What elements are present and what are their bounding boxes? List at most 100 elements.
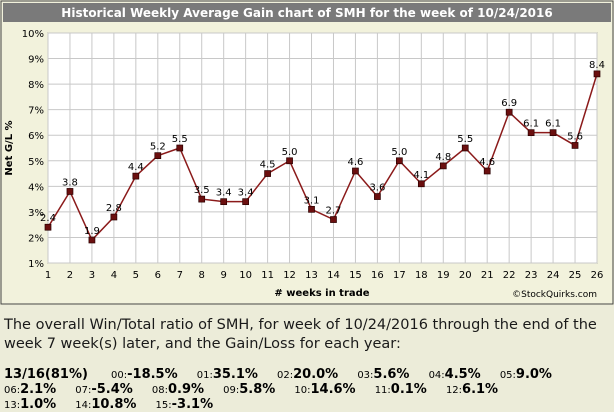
data-label: 5.0: [282, 147, 298, 158]
year-stat: 01:35.1%: [196, 367, 258, 382]
plot-area: [47, 32, 598, 264]
x-tick-label: 13: [305, 270, 318, 281]
data-label: 5.5: [172, 134, 188, 145]
data-label: 6.1: [545, 119, 561, 130]
data-point: [220, 198, 228, 206]
year-stat: 11:0.1%: [374, 382, 427, 397]
x-tick-label: 8: [199, 270, 205, 281]
stats-row-3: 13:1.0% 14:10.8% 15:-3.1%: [4, 393, 612, 412]
year-stat: 02:20.0%: [277, 367, 339, 382]
data-label: 3.5: [194, 185, 210, 196]
watermark: ©StockQuirks.com: [512, 290, 597, 300]
x-tick-label: 7: [177, 270, 183, 281]
x-tick-label: 14: [327, 270, 340, 281]
data-label: 3.6: [369, 183, 385, 194]
data-point: [374, 193, 381, 200]
x-tick-label: 24: [547, 270, 560, 281]
y-tick-label: 9%: [28, 55, 44, 66]
year-stat: 10:14.6%: [294, 382, 356, 397]
data-label: 6.1: [523, 119, 539, 130]
data-point: [286, 157, 293, 165]
x-tick-label: 21: [481, 270, 494, 281]
data-label: 5.2: [150, 142, 166, 153]
chart-title: Historical Weekly Average Gain chart of …: [61, 6, 552, 20]
data-point: [527, 129, 535, 137]
y-tick-label: 10%: [22, 29, 44, 40]
data-label: 2.8: [106, 203, 122, 214]
year-stat: 12:6.1%: [445, 382, 499, 397]
overall-ratio: 13/16(81%): [4, 367, 88, 382]
data-point: [571, 142, 579, 149]
y-axis-label: Net G/L %: [4, 120, 15, 175]
yearly-stats: 13/16(81%) 00:-18.5% 01:35.1% 02:20.0% 0…: [4, 363, 612, 412]
summary-text: The overall Win/Total ratio of SMH, for …: [4, 317, 597, 352]
x-tick-label: 10: [239, 270, 252, 281]
year-stat: 05:9.0%: [499, 367, 552, 382]
year-stat: 09:5.8%: [223, 382, 276, 397]
data-point: [308, 205, 315, 213]
x-tick-label: 17: [393, 270, 406, 281]
data-point: [549, 129, 557, 137]
data-label: 4.5: [260, 160, 276, 171]
data-label: 4.1: [413, 170, 429, 181]
data-point: [461, 144, 469, 152]
data-label: 4.6: [347, 157, 363, 168]
data-point: [505, 108, 513, 116]
title-bar: [3, 3, 611, 22]
data-point: [330, 216, 337, 223]
y-tick-label: 3%: [28, 208, 44, 219]
stats-row-1: 13/16(81%) 00:-18.5% 01:35.1% 02:20.0% 0…: [4, 363, 612, 382]
x-tick-label: 15: [349, 270, 362, 281]
y-tick-label: 2%: [28, 233, 44, 244]
year-stat: 07:-5.4%: [75, 382, 133, 397]
data-label: 8.4: [589, 60, 605, 71]
x-tick-label: 3: [89, 270, 95, 281]
data-label: 5.0: [391, 147, 407, 158]
data-label: 2.7: [326, 206, 342, 217]
x-tick-label: 22: [503, 270, 516, 281]
x-tick-label: 12: [283, 270, 296, 281]
year-stat: 08:0.9%: [151, 382, 205, 397]
data-label: 4.6: [479, 157, 495, 168]
x-axis-label: # weeks in trade: [274, 288, 369, 299]
series-line: [47, 73, 598, 242]
data-point: [132, 172, 140, 180]
x-tick-label: 11: [261, 270, 274, 281]
y-tick-label: 8%: [28, 80, 44, 91]
year-stat: 00:-18.5%: [111, 367, 178, 382]
data-point: [88, 236, 96, 244]
data-point: [176, 144, 184, 152]
data-label: 5.6: [567, 131, 583, 142]
x-tick-label: 20: [459, 270, 472, 281]
y-tick-label: 4%: [28, 182, 44, 193]
data-point: [264, 170, 271, 177]
year-stat: 13:1.0%: [4, 397, 57, 412]
y-tick-label: 7%: [28, 106, 44, 117]
year-stat: 03:5.6%: [357, 367, 410, 382]
y-tick-label: 6%: [28, 131, 44, 142]
data-point: [242, 198, 249, 206]
data-label: 2.4: [40, 213, 56, 224]
data-label: 3.1: [304, 195, 320, 206]
data-point: [439, 162, 447, 170]
data-point: [593, 70, 601, 78]
y-tick-label: 1%: [28, 259, 44, 270]
data-point: [483, 167, 491, 175]
data-point: [110, 213, 118, 221]
year-stat: 06:2.1%: [4, 382, 57, 397]
x-tick-label: 4: [111, 270, 117, 281]
stats-row-2: 06:2.1% 07:-5.4% 08:0.9% 09:5.8% 10:14.6…: [4, 378, 612, 397]
chart-border: [0, 0, 614, 305]
data-label: 3.4: [216, 188, 232, 199]
x-tick-label: 5: [133, 270, 139, 281]
data-label: 4.4: [128, 162, 144, 173]
data-label: 6.9: [501, 98, 517, 109]
data-label: 3.4: [238, 188, 254, 199]
data-point: [352, 167, 359, 175]
x-tick-label: 16: [371, 270, 384, 281]
data-label: 1.9: [84, 226, 100, 237]
x-tick-label: 19: [437, 270, 450, 281]
y-tick-label: 5%: [28, 157, 44, 168]
x-tick-label: 26: [591, 270, 604, 281]
data-label: 3.8: [62, 177, 78, 188]
